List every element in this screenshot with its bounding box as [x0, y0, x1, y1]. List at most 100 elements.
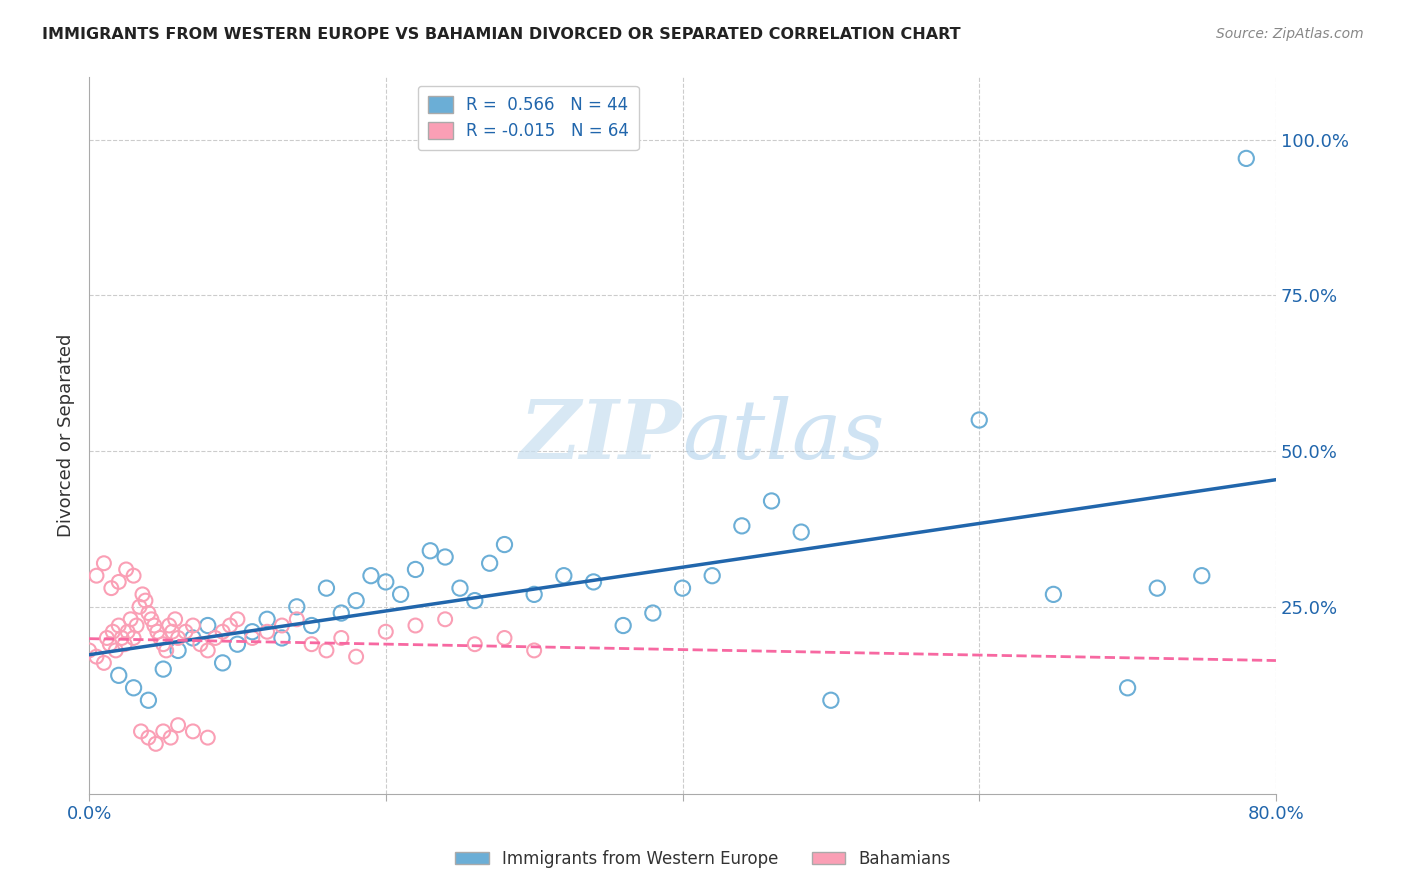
Text: Source: ZipAtlas.com: Source: ZipAtlas.com: [1216, 27, 1364, 41]
Legend: Immigrants from Western Europe, Bahamians: Immigrants from Western Europe, Bahamian…: [449, 844, 957, 875]
Point: [967, 413, 990, 427]
Point: [122, 631, 145, 645]
Point: [157, 618, 180, 632]
Point: [285, 612, 308, 626]
Point: [134, 593, 156, 607]
Point: [330, 606, 353, 620]
Point: [167, 718, 190, 732]
Point: [155, 643, 177, 657]
Point: [1042, 587, 1064, 601]
Point: [77, 643, 100, 657]
Point: [219, 618, 242, 632]
Point: [374, 624, 396, 639]
Point: [98, 637, 121, 651]
Point: [93, 656, 115, 670]
Point: [204, 631, 226, 645]
Point: [374, 574, 396, 589]
Point: [1191, 568, 1213, 582]
Point: [553, 568, 575, 582]
Point: [152, 724, 174, 739]
Y-axis label: Divorced or Separated: Divorced or Separated: [58, 334, 75, 537]
Point: [434, 612, 457, 626]
Point: [181, 724, 204, 739]
Point: [478, 556, 501, 570]
Point: [419, 543, 441, 558]
Point: [93, 556, 115, 570]
Point: [152, 662, 174, 676]
Point: [167, 643, 190, 657]
Point: [240, 624, 263, 639]
Point: [612, 618, 634, 632]
Point: [271, 618, 294, 632]
Point: [197, 618, 219, 632]
Point: [100, 581, 122, 595]
Point: [761, 494, 783, 508]
Point: [271, 631, 294, 645]
Point: [523, 643, 546, 657]
Point: [211, 624, 233, 639]
Point: [107, 618, 129, 632]
Point: [1116, 681, 1139, 695]
Point: [86, 649, 108, 664]
Point: [160, 624, 183, 639]
Point: [181, 631, 204, 645]
Point: [197, 643, 219, 657]
Point: [330, 631, 353, 645]
Point: [167, 631, 190, 645]
Point: [131, 587, 153, 601]
Point: [146, 624, 169, 639]
Point: [107, 668, 129, 682]
Point: [159, 731, 181, 745]
Point: [117, 624, 139, 639]
Text: IMMIGRANTS FROM WESTERN EUROPE VS BAHAMIAN DIVORCED OR SEPARATED CORRELATION CHA: IMMIGRANTS FROM WESTERN EUROPE VS BAHAMI…: [42, 27, 960, 42]
Point: [211, 656, 233, 670]
Point: [1146, 581, 1168, 595]
Text: ZIP: ZIP: [520, 395, 682, 475]
Point: [315, 643, 337, 657]
Point: [165, 612, 187, 626]
Point: [494, 537, 516, 551]
Point: [145, 737, 167, 751]
Point: [464, 637, 486, 651]
Point: [226, 612, 249, 626]
Point: [174, 624, 197, 639]
Point: [389, 587, 412, 601]
Legend: R =  0.566   N = 44, R = -0.015   N = 64: R = 0.566 N = 44, R = -0.015 N = 64: [418, 86, 638, 151]
Point: [464, 593, 486, 607]
Point: [582, 574, 605, 589]
Point: [449, 581, 471, 595]
Point: [181, 618, 204, 632]
Point: [104, 643, 127, 657]
Point: [120, 612, 142, 626]
Point: [138, 693, 160, 707]
Point: [641, 606, 664, 620]
Point: [149, 631, 172, 645]
Point: [107, 574, 129, 589]
Point: [523, 587, 546, 601]
Point: [129, 724, 152, 739]
Point: [141, 612, 163, 626]
Point: [404, 562, 426, 576]
Point: [152, 637, 174, 651]
Point: [344, 593, 367, 607]
Point: [820, 693, 842, 707]
Point: [226, 637, 249, 651]
Point: [285, 599, 308, 614]
Point: [240, 631, 263, 645]
Point: [143, 618, 166, 632]
Point: [702, 568, 724, 582]
Point: [1234, 152, 1257, 166]
Point: [731, 519, 754, 533]
Point: [256, 624, 278, 639]
Point: [86, 568, 108, 582]
Point: [434, 549, 457, 564]
Point: [138, 606, 160, 620]
Point: [101, 624, 124, 639]
Point: [122, 681, 145, 695]
Point: [315, 581, 337, 595]
Point: [197, 731, 219, 745]
Point: [188, 637, 211, 651]
Point: [111, 631, 134, 645]
Point: [301, 618, 323, 632]
Point: [115, 562, 138, 576]
